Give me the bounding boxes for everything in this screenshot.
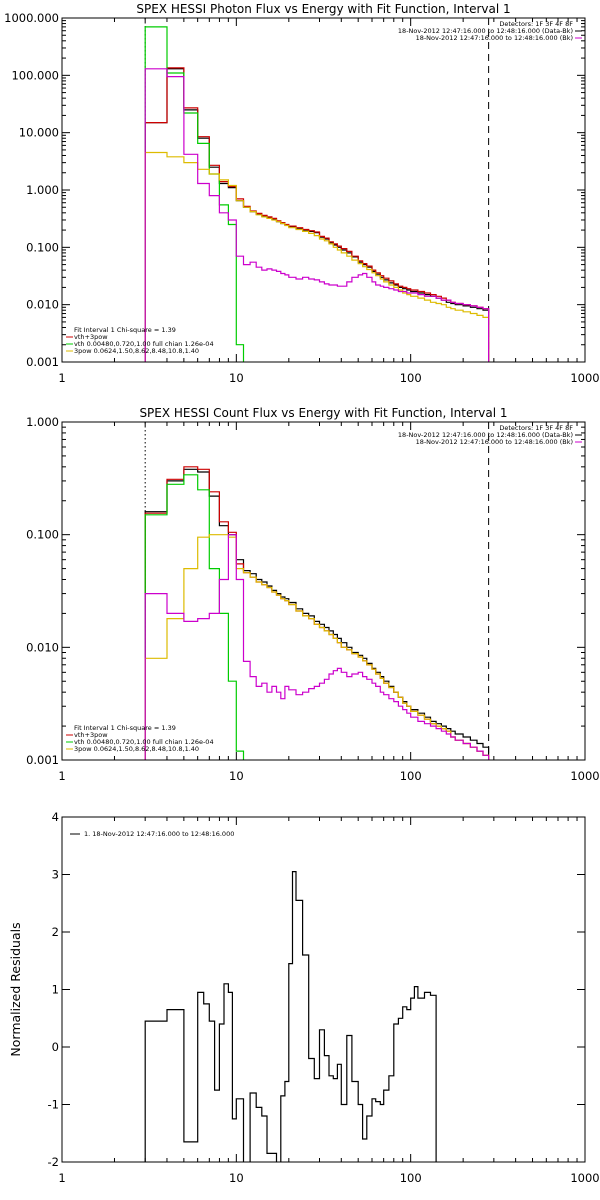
y-tick-label: 1000.000 xyxy=(4,11,59,25)
x-tick-label: 10 xyxy=(229,769,244,783)
series-line-bk xyxy=(144,68,490,362)
x-tick-label: 1 xyxy=(58,769,65,783)
x-tick-label: 1 xyxy=(58,1171,65,1185)
y-axis-label: Normalized Residuals xyxy=(8,922,23,1056)
x-tick-label: 100 xyxy=(400,371,422,385)
legend-top-right-text: Detectors: 1F 3F 4F 8F xyxy=(499,424,573,432)
legend-bottom-left-text: Fit Interval 1 Chi-square = 1.39 xyxy=(74,326,176,334)
y-tick-label: 0.001 xyxy=(26,753,59,767)
series-line-data-bk xyxy=(144,468,490,760)
legend-top-right-text: Detectors: 1F 3F 4F 8F xyxy=(499,20,573,28)
legend-top-right-text: 18-Nov-2012 12:47:16.000 to 12:48:16.000… xyxy=(416,34,573,42)
y-tick-label: 10.000 xyxy=(19,126,59,140)
series-line-3pow xyxy=(144,151,490,362)
y-tick-label: 0.100 xyxy=(26,528,59,542)
y-tick-label: 0.001 xyxy=(26,355,59,369)
plot-frame xyxy=(61,17,586,363)
legend-bottom-left-text: Fit Interval 1 Chi-square = 1.39 xyxy=(74,724,176,732)
x-tick-label: 1000 xyxy=(570,1171,599,1185)
x-tick-label: 10 xyxy=(229,1171,244,1185)
legend-top-right-text: 18-Nov-2012 12:47:16.000 to 12:48:16.000… xyxy=(398,27,573,35)
y-tick-label: 100.000 xyxy=(11,68,59,82)
photon-flux-panel: SPEX HESSI Photon Flux vs Energy with Fi… xyxy=(4,2,600,385)
series-line-vth-3pow xyxy=(144,67,490,362)
x-tick-label: 1000 xyxy=(570,769,599,783)
legend-bottom-left-text: 3pow 0.0624,1.50,8.62,8.48,10.8,1.40 xyxy=(74,347,199,355)
y-tick-label: -1 xyxy=(48,1098,59,1112)
x-tick-label: 10 xyxy=(229,371,244,385)
legend-bottom-left-text: vth+3pow xyxy=(74,731,108,739)
legend-text: 1. 18-Nov-2012 12:47:16.000 to 12:48:16.… xyxy=(84,830,234,838)
legend-top-right-text: 18-Nov-2012 12:47:16.000 to 12:48:16.000… xyxy=(416,438,573,446)
series-line-residuals xyxy=(144,871,437,1162)
count-flux-panel: SPEX HESSI Count Flux vs Energy with Fit… xyxy=(26,406,600,783)
x-tick-label: 1 xyxy=(58,371,65,385)
series-line-vth xyxy=(144,474,251,760)
y-tick-label: 3 xyxy=(52,868,59,882)
legend-top-right-text: 18-Nov-2012 12:47:16.000 to 12:48:16.000… xyxy=(398,431,573,439)
plot-frame xyxy=(61,421,586,761)
x-tick-label: 100 xyxy=(400,769,422,783)
plot-frame xyxy=(61,816,586,1163)
y-tick-label: 1.000 xyxy=(26,183,59,197)
legend-bottom-left-text: vth 0.00480,0.720,1.00 full chian 1.26e-… xyxy=(74,738,214,746)
chart-title: SPEX HESSI Count Flux vs Energy with Fit… xyxy=(139,406,507,420)
y-tick-label: 4 xyxy=(52,810,59,824)
x-tick-label: 1000 xyxy=(570,371,599,385)
y-tick-label: 0 xyxy=(52,1040,59,1054)
chart-title: SPEX HESSI Photon Flux vs Energy with Fi… xyxy=(136,2,510,16)
y-tick-label: 0.010 xyxy=(26,640,59,654)
y-tick-label: 1 xyxy=(52,983,59,997)
legend-bottom-left-text: vth 0.00480,0.720,1.00 full chian 1.26e-… xyxy=(74,340,214,348)
residuals-panel: 1 10 100 1000 -2 -1 0 1 2 3 4 Normalized Residuals 1… xyxy=(8,810,600,1185)
series-line-bk xyxy=(144,534,490,760)
y-tick-label: -2 xyxy=(48,1155,59,1169)
series-line-vth-3pow xyxy=(144,466,490,760)
y-tick-label: 0.010 xyxy=(26,298,59,312)
series-line-3pow xyxy=(144,534,490,760)
y-tick-label: 1.000 xyxy=(26,415,59,429)
x-tick-label: 100 xyxy=(400,1171,422,1185)
legend-bottom-left-text: vth+3pow xyxy=(74,333,108,341)
y-tick-label: 2 xyxy=(52,925,59,939)
legend-bottom-left-text: 3pow 0.0624,1.50,8.62,8.48,10.8,1.40 xyxy=(74,745,199,753)
y-tick-label: 0.100 xyxy=(26,240,59,254)
